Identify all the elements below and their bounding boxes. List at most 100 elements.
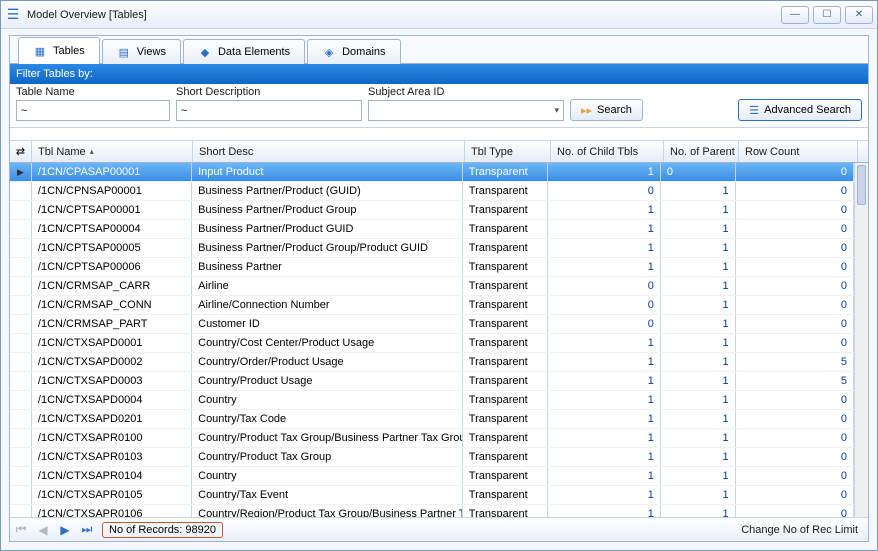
row-handle[interactable] xyxy=(10,505,32,517)
row-handle[interactable] xyxy=(10,467,32,485)
tab-label: Data Elements xyxy=(218,46,290,58)
filter-subject-area-select[interactable] xyxy=(368,100,564,121)
table-row[interactable]: /1CN/CTXSAPR0104CountryTransparent110 xyxy=(10,467,854,486)
column-header-no-of-child-tbls[interactable]: No. of Child Tbls xyxy=(551,141,664,162)
nav-prev-button[interactable]: ◀ xyxy=(32,519,54,541)
filter-heading: Filter Tables by: xyxy=(10,64,868,84)
tab-views[interactable]: ▤Views xyxy=(102,39,181,64)
scrollbar-thumb[interactable] xyxy=(857,165,866,205)
cell: 1 xyxy=(661,315,736,333)
minimize-button[interactable]: — xyxy=(781,6,809,24)
table-row[interactable]: /1CN/CPNSAP00001Business Partner/Product… xyxy=(10,182,854,201)
cell: /1CN/CTXSAPD0003 xyxy=(32,372,192,390)
cell: 5 xyxy=(736,353,854,371)
nav-last-button[interactable]: ⏭ xyxy=(76,519,98,541)
filter-heading-label: Filter Tables by: xyxy=(16,68,93,80)
table-row[interactable]: /1CN/CTXSAPR0100Country/Product Tax Grou… xyxy=(10,429,854,448)
row-handle[interactable]: ▶ xyxy=(10,163,32,181)
advanced-search-button[interactable]: ☰ Advanced Search xyxy=(738,99,862,121)
table-row[interactable]: /1CN/CTXSAPD0004CountryTransparent110 xyxy=(10,391,854,410)
cell: /1CN/CPTSAP00004 xyxy=(32,220,192,238)
filter-short-desc-input[interactable] xyxy=(176,100,362,121)
cell: Country xyxy=(192,391,463,409)
column-header-row-count[interactable]: Row Count xyxy=(739,141,858,162)
column-header-tbl-type[interactable]: Tbl Type xyxy=(465,141,551,162)
row-handle[interactable] xyxy=(10,315,32,333)
table-row[interactable]: /1CN/CRMSAP_CONNAirline/Connection Numbe… xyxy=(10,296,854,315)
cell: 1 xyxy=(548,372,660,390)
filter-table-name-input[interactable] xyxy=(16,100,170,121)
close-button[interactable]: ✕ xyxy=(845,6,873,24)
column-header-short-desc[interactable]: Short Desc xyxy=(193,141,465,162)
cell: /1CN/CTXSAPD0001 xyxy=(32,334,192,352)
row-handle[interactable] xyxy=(10,239,32,257)
table-row[interactable]: /1CN/CPTSAP00006Business PartnerTranspar… xyxy=(10,258,854,277)
row-handle[interactable] xyxy=(10,486,32,504)
table-row[interactable]: /1CN/CRMSAP_CARRAirlineTransparent010 xyxy=(10,277,854,296)
column-header-no-of-parent-tbls[interactable]: No. of Parent Tbls xyxy=(664,141,739,162)
row-handle[interactable] xyxy=(10,448,32,466)
cell: Transparent xyxy=(463,429,549,447)
cell: 1 xyxy=(548,239,660,257)
cell: 1 xyxy=(548,486,660,504)
maximize-button[interactable]: ☐ xyxy=(813,6,841,24)
cell: 5 xyxy=(736,372,854,390)
table-row[interactable]: /1CN/CTXSAPR0105Country/Tax EventTranspa… xyxy=(10,486,854,505)
nav-next-button[interactable]: ▶ xyxy=(54,519,76,541)
row-handle[interactable] xyxy=(10,182,32,200)
tab-domains[interactable]: ◈Domains xyxy=(307,39,400,64)
row-handle[interactable] xyxy=(10,372,32,390)
table-row[interactable]: /1CN/CTXSAPD0002Country/Order/Product Us… xyxy=(10,353,854,372)
cell: /1CN/CTXSAPD0002 xyxy=(32,353,192,371)
cell: Business Partner/Product (GUID) xyxy=(192,182,463,200)
row-handle[interactable] xyxy=(10,410,32,428)
table-row[interactable]: /1CN/CTXSAPD0001Country/Cost Center/Prod… xyxy=(10,334,854,353)
filter-row: Table Name Short Description Subject Are… xyxy=(10,84,868,128)
row-handle[interactable] xyxy=(10,391,32,409)
cell: Airline/Connection Number xyxy=(192,296,463,314)
row-handle[interactable] xyxy=(10,220,32,238)
row-handle[interactable] xyxy=(10,353,32,371)
table-row[interactable]: /1CN/CPTSAP00005Business Partner/Product… xyxy=(10,239,854,258)
cell: Transparent xyxy=(463,334,549,352)
table-row[interactable]: /1CN/CTXSAPD0003Country/Product UsageTra… xyxy=(10,372,854,391)
vertical-scrollbar[interactable] xyxy=(854,163,868,517)
search-button[interactable]: ▸▸ Search xyxy=(570,99,643,121)
nav-first-button[interactable]: ⏮ xyxy=(10,519,32,541)
cell: 1 xyxy=(661,296,736,314)
tab-tables[interactable]: ▦Tables xyxy=(18,37,100,64)
advanced-search-label: Advanced Search xyxy=(764,104,851,116)
change-limit-link[interactable]: Change No of Rec Limit xyxy=(741,524,868,536)
filter-icon: ☰ xyxy=(749,104,759,117)
table-row[interactable]: /1CN/CRMSAP_PARTCustomer IDTransparent01… xyxy=(10,315,854,334)
cell: /1CN/CRMSAP_CONN xyxy=(32,296,192,314)
row-handle[interactable] xyxy=(10,334,32,352)
table-row[interactable]: /1CN/CTXSAPR0106Country/Region/Product T… xyxy=(10,505,854,517)
cell: 0 xyxy=(548,315,660,333)
cell: /1CN/CPTSAP00005 xyxy=(32,239,192,257)
cell: Transparent xyxy=(463,467,549,485)
cell: 1 xyxy=(661,353,736,371)
cell: 1 xyxy=(548,410,660,428)
cell: 1 xyxy=(661,258,736,276)
row-handle[interactable] xyxy=(10,429,32,447)
row-handle[interactable] xyxy=(10,258,32,276)
cell: 0 xyxy=(736,201,854,219)
row-selector-header[interactable]: ⇄ xyxy=(10,141,32,162)
tab-data-elements[interactable]: ◆Data Elements xyxy=(183,39,305,64)
row-handle[interactable] xyxy=(10,277,32,295)
row-handle[interactable] xyxy=(10,296,32,314)
table-icon: ▦ xyxy=(33,44,47,58)
cell: /1CN/CPASAP00001 xyxy=(32,163,192,181)
tab-label: Domains xyxy=(342,46,385,58)
row-handle[interactable] xyxy=(10,201,32,219)
table-row[interactable]: /1CN/CTXSAPR0103Country/Product Tax Grou… xyxy=(10,448,854,467)
table-row[interactable]: ▶/1CN/CPASAP00001Input ProductTransparen… xyxy=(10,163,854,182)
cell: Transparent xyxy=(463,258,549,276)
table-row[interactable]: /1CN/CTXSAPD0201Country/Tax CodeTranspar… xyxy=(10,410,854,429)
cell: 0 xyxy=(736,334,854,352)
cell: 1 xyxy=(548,391,660,409)
table-row[interactable]: /1CN/CPTSAP00001Business Partner/Product… xyxy=(10,201,854,220)
table-row[interactable]: /1CN/CPTSAP00004Business Partner/Product… xyxy=(10,220,854,239)
column-header-tbl-name[interactable]: Tbl Name xyxy=(32,141,193,162)
